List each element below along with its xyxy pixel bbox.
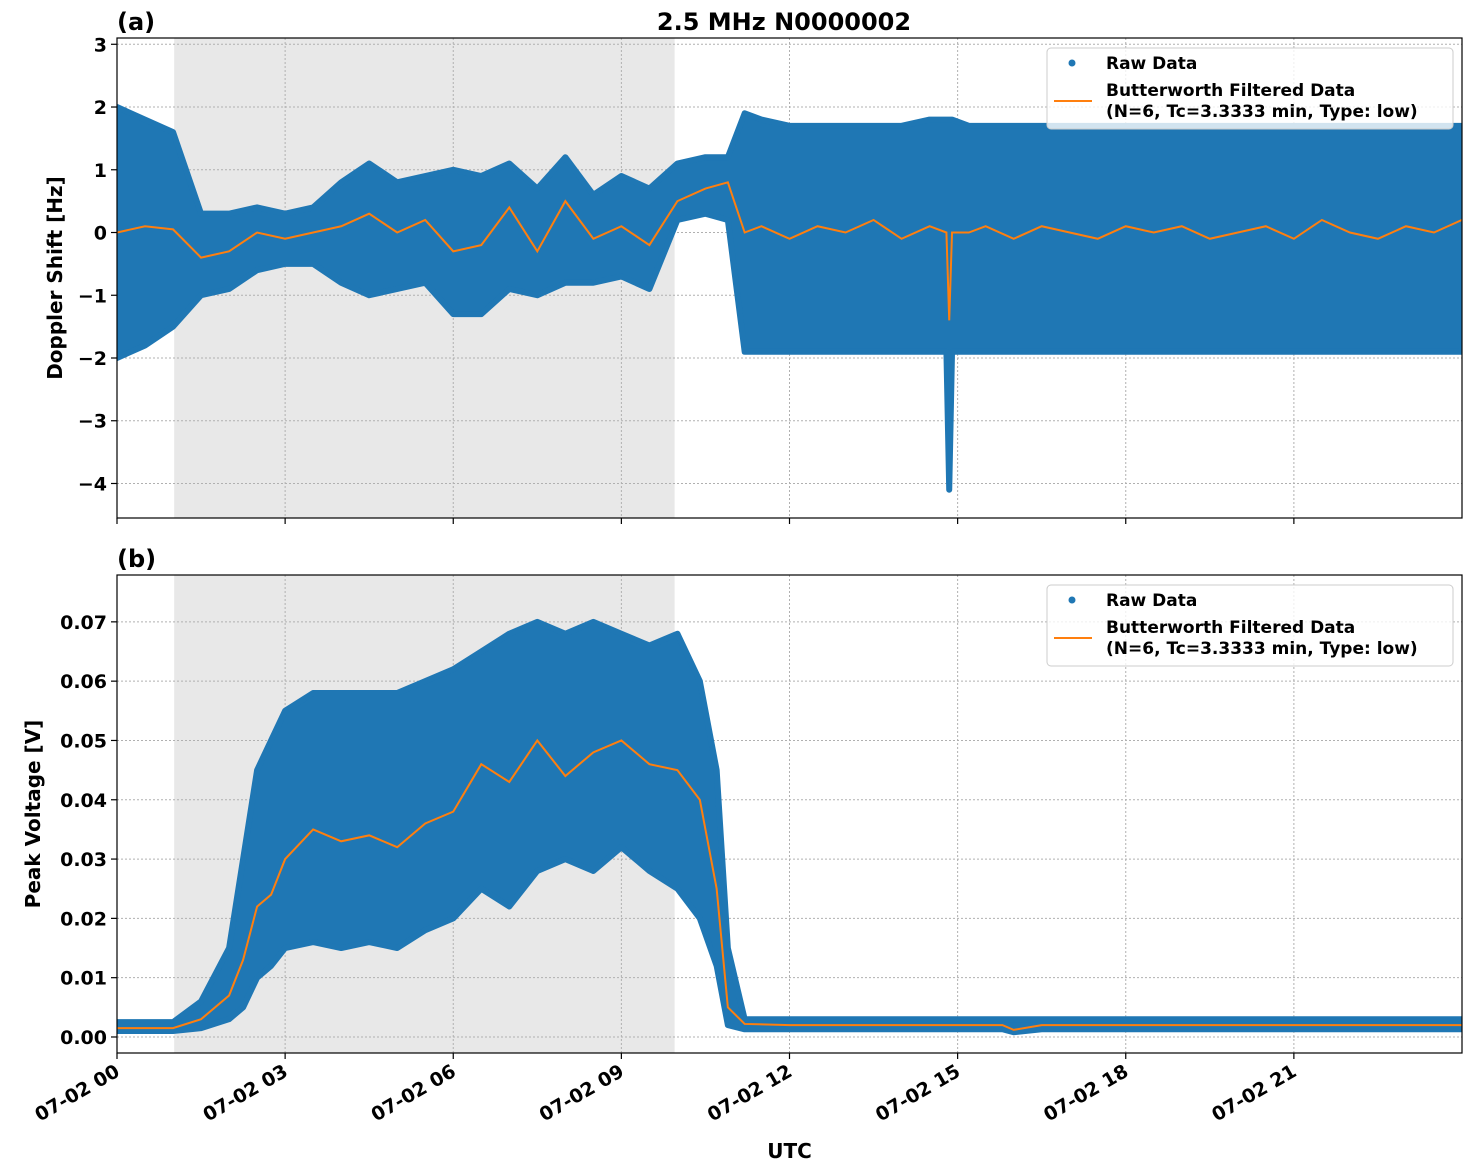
y-tick-label: −2 bbox=[78, 348, 107, 370]
y-tick-label: 0.03 bbox=[60, 849, 107, 871]
x-tick-label: 07-02 12 bbox=[704, 1060, 796, 1126]
x-tick-label: 07-02 15 bbox=[872, 1060, 964, 1126]
panel-b: 0.00 0.01 0.02 0.03 0.04 0.05 0.06 0.07 07-02 00… bbox=[21, 545, 1463, 1163]
legend-box bbox=[1046, 584, 1454, 667]
y-tick-label: 0.00 bbox=[60, 1027, 107, 1049]
plot-area bbox=[117, 104, 1462, 493]
x-tick-label: 07-02 21 bbox=[1208, 1060, 1300, 1126]
x-tick-label: 07-02 03 bbox=[199, 1060, 291, 1126]
y-axis-label: Peak Voltage [V] bbox=[21, 720, 45, 909]
plot-area bbox=[117, 618, 1462, 1036]
y-tick-label: 1 bbox=[94, 160, 107, 182]
y-tick-label: 0.05 bbox=[60, 730, 107, 752]
legend: Raw Data Butterworth Filtered Data(N=6, T… bbox=[1046, 47, 1454, 130]
legend-raw-marker bbox=[1068, 59, 1076, 67]
x-tick-label: 07-02 06 bbox=[367, 1060, 459, 1126]
y-tick-label: 0.07 bbox=[60, 612, 107, 634]
y-tick-label: 0.06 bbox=[60, 671, 107, 693]
legend: Raw Data Butterworth Filtered Data(N=6, T… bbox=[1046, 584, 1454, 667]
y-tick-label: 0 bbox=[94, 223, 107, 245]
y-tick-label: 2 bbox=[94, 97, 107, 119]
legend-raw-label: Raw Data bbox=[1106, 54, 1197, 74]
x-tick-label: 07-02 09 bbox=[536, 1060, 628, 1126]
legend-box bbox=[1046, 47, 1454, 130]
legend-raw-label: Raw Data bbox=[1106, 591, 1197, 611]
legend-filtered-label: Butterworth Filtered Data bbox=[1106, 618, 1355, 638]
panel-a: 3 2 1 0 −1 −2 −3 −4 (a) Doppler Shift [Hz] Raw Dat… bbox=[43, 8, 1463, 524]
y-tick-label: 3 bbox=[94, 34, 107, 56]
legend-filtered-params: (N=6, Tc=3.3333 min, Type: low) bbox=[1106, 639, 1418, 659]
x-tick-label: 07-02 00 bbox=[31, 1060, 123, 1126]
y-tick-label: 0.01 bbox=[60, 968, 107, 990]
y-tick-label: −3 bbox=[78, 411, 107, 433]
y-axis-label: Doppler Shift [Hz] bbox=[43, 176, 67, 380]
x-tick-label: 07-02 18 bbox=[1040, 1060, 1132, 1126]
panel-label: (a) bbox=[117, 8, 155, 36]
raw-data-points bbox=[117, 104, 1462, 493]
filtered-data-line bbox=[117, 181, 1462, 321]
filtered-data-line bbox=[117, 738, 1462, 1031]
y-tick-label: 0.02 bbox=[60, 908, 107, 930]
y-tick-label: 0.04 bbox=[60, 790, 107, 812]
chart-title: 2.5 MHz N0000002 bbox=[657, 8, 911, 36]
y-tick-label: −1 bbox=[78, 285, 107, 307]
legend-filtered-params: (N=6, Tc=3.3333 min, Type: low) bbox=[1106, 102, 1418, 122]
legend-raw-marker bbox=[1068, 596, 1076, 604]
legend-filtered-label: Butterworth Filtered Data bbox=[1106, 81, 1355, 101]
x-axis-label: UTC bbox=[767, 1139, 812, 1163]
y-tick-label: −4 bbox=[78, 473, 107, 495]
panel-label: (b) bbox=[117, 545, 156, 573]
raw-data-points bbox=[117, 618, 1462, 1036]
